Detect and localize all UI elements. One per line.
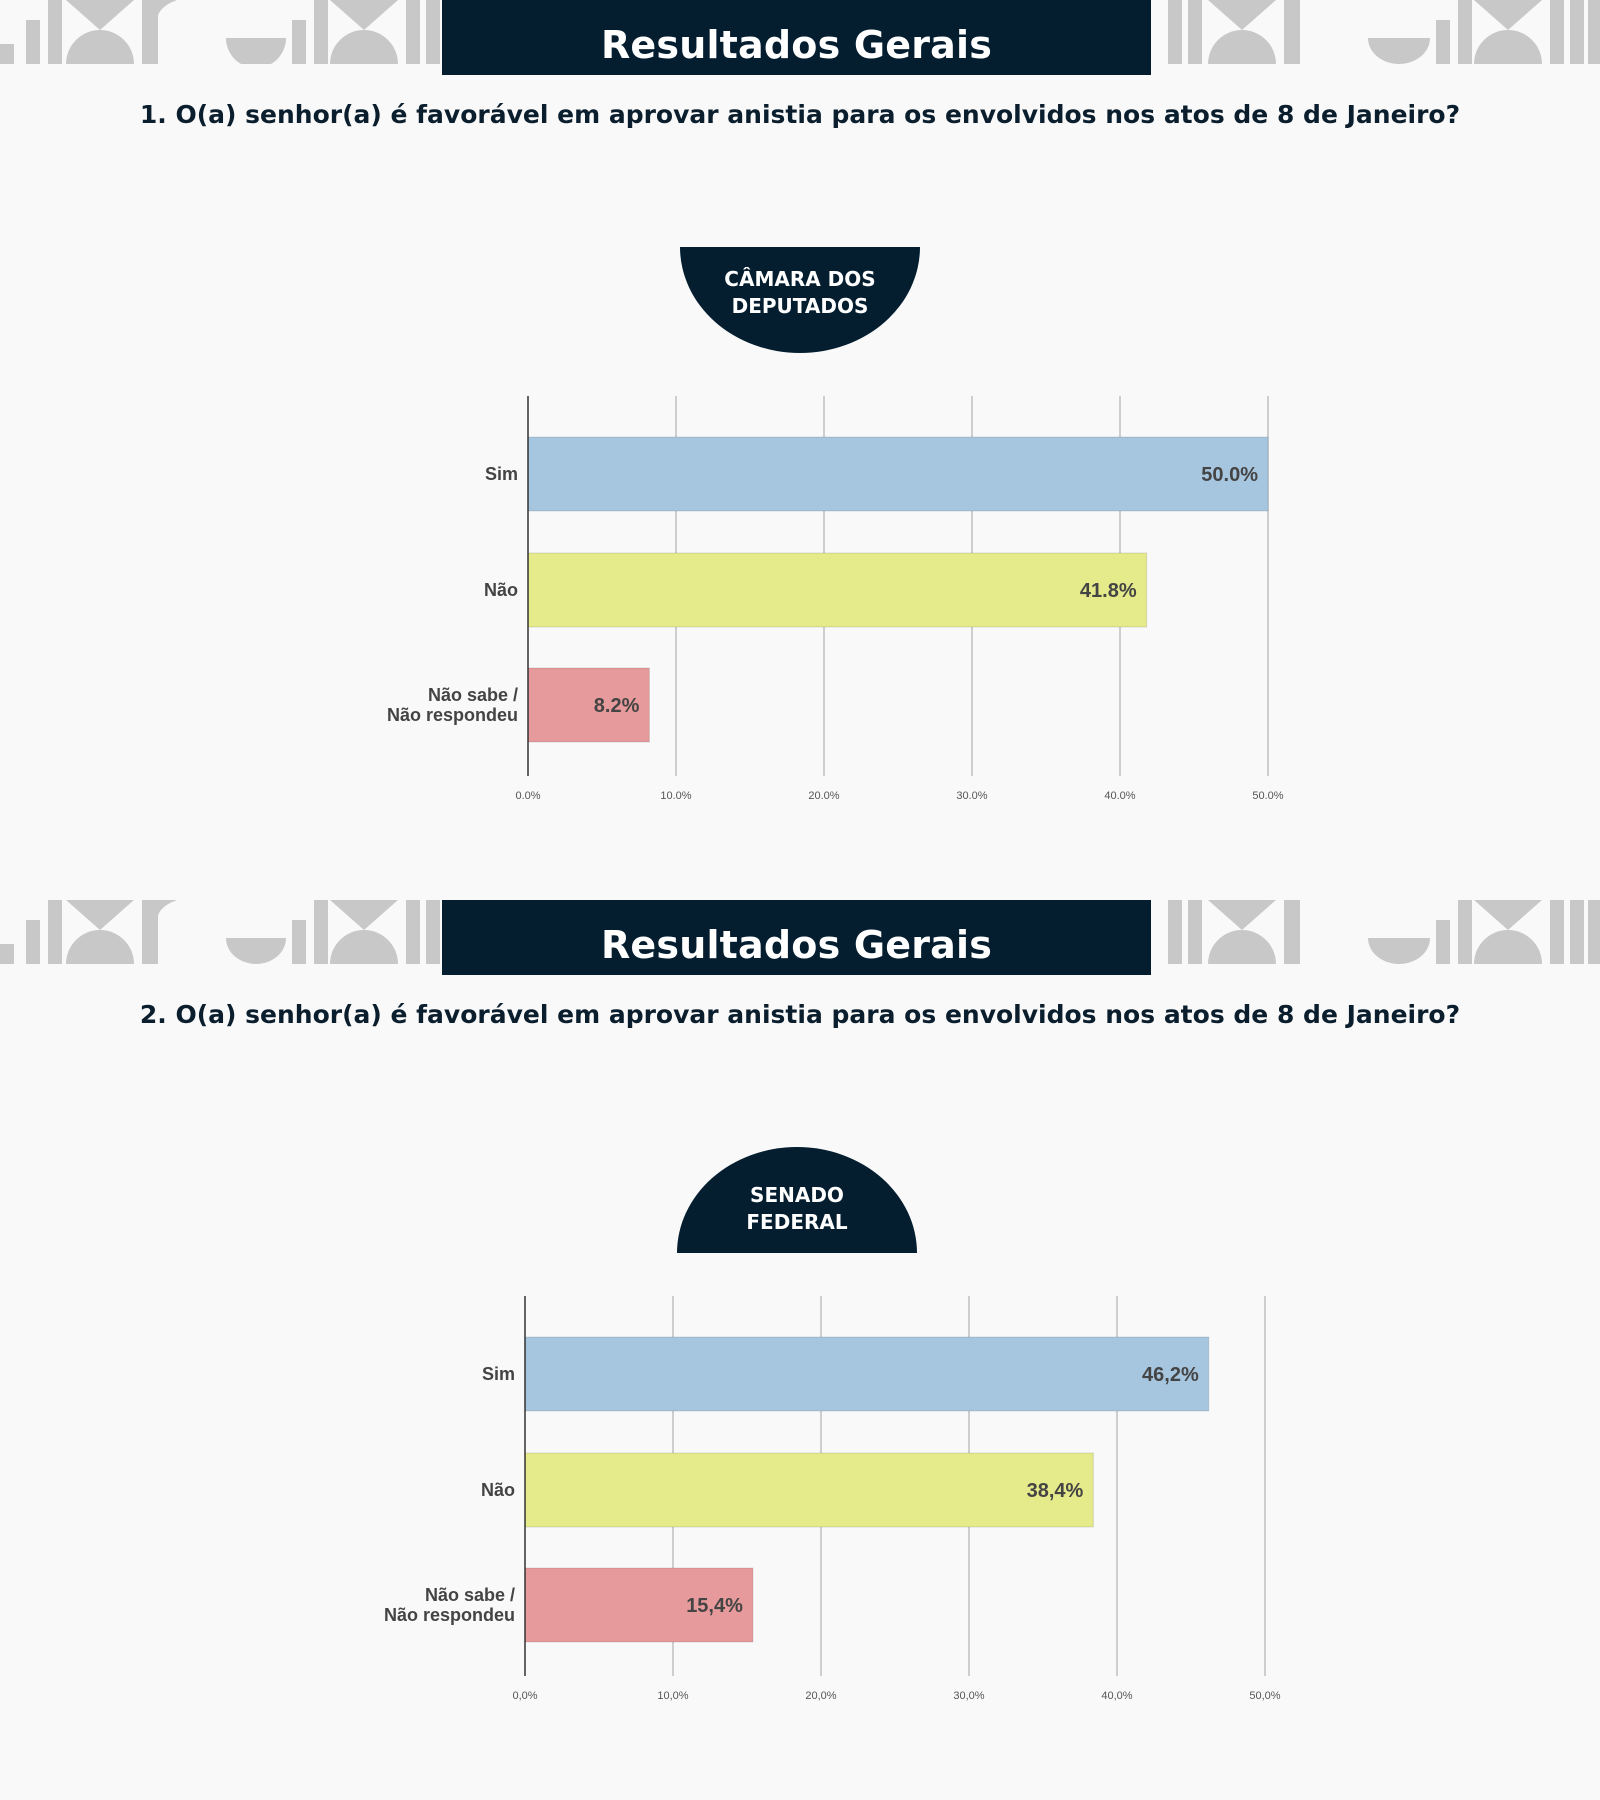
decorative-pattern-right	[1168, 0, 1600, 64]
category-label: Não	[481, 1480, 515, 1500]
chamber-tag-shape	[680, 247, 920, 353]
bar-value-label: 46,2%	[1142, 1364, 1199, 1386]
x-tick-label: 30.0%	[956, 790, 987, 802]
results-section-1: Resultados Gerais 1. O(a) senhor(a) é fa…	[0, 0, 1600, 802]
bar-value-label: 50.0%	[1201, 464, 1258, 486]
x-tick-label: 40.0%	[1104, 790, 1135, 802]
chamber-tag-label: SENADO FEDERAL	[746, 1164, 847, 1236]
chamber-tag-line1: CÂMARA DOS	[724, 267, 876, 291]
header-title-box: Resultados Gerais	[442, 900, 1151, 975]
bar	[524, 1452, 1094, 1528]
x-tick-label: 20.0%	[808, 790, 839, 802]
bar-value-label: 38,4%	[1027, 1480, 1084, 1502]
chamber-tag-label: CÂMARA DOS DEPUTADOS	[724, 266, 875, 334]
x-tick-label: 30,0%	[953, 1690, 984, 1702]
bar-chart: 0,0% 10,0% 20,0% 30,0% 40,0% 50,0% 46,2% Sim 38,…	[384, 1296, 1281, 1702]
bar	[527, 667, 650, 743]
header-title: Resultados Gerais	[600, 23, 993, 67]
x-tick-label: 10,0%	[657, 1690, 688, 1702]
x-tick-label: 0.0%	[515, 790, 540, 802]
category-label: Não	[484, 580, 518, 600]
header-title: Resultados Gerais	[600, 923, 993, 967]
x-tick-label: 40,0%	[1101, 1690, 1132, 1702]
bar-value-label: 41.8%	[1080, 580, 1137, 602]
x-tick-label: 50,0%	[1249, 1690, 1280, 1702]
bar	[524, 1336, 1210, 1412]
category-label: Sim	[485, 464, 518, 484]
chamber-tag-line1: SENADO	[750, 1183, 844, 1207]
decorative-pattern-left	[0, 0, 440, 64]
x-tick-label: 0,0%	[512, 1690, 537, 1702]
category-label: Não respondeu	[384, 1605, 515, 1625]
bar	[527, 436, 1269, 512]
bar-value-label: 15,4%	[686, 1595, 743, 1617]
bar-value-label: 8.2%	[594, 695, 640, 717]
category-label: Não respondeu	[387, 705, 518, 725]
category-label: Sim	[482, 1364, 515, 1384]
chamber-tag-line2: DEPUTADOS	[731, 294, 869, 318]
bar	[527, 552, 1148, 628]
bar-chart: 0.0% 10.0% 20.0% 30.0% 40.0% 50.0% 50.0% Sim 41.…	[387, 396, 1284, 802]
category-label: Não sabe /	[428, 685, 518, 705]
x-tick-label: 10.0%	[660, 790, 691, 802]
question-text: 1. O(a) senhor(a) é favorável em aprovar…	[139, 100, 1461, 129]
decorative-pattern-left	[0, 900, 440, 964]
chamber-tag: CÂMARA DOS DEPUTADOS	[680, 247, 920, 353]
decorative-pattern-right	[1168, 900, 1600, 964]
chamber-tag: SENADO FEDERAL	[677, 1147, 917, 1253]
x-tick-label: 20,0%	[805, 1690, 836, 1702]
question-text: 2. O(a) senhor(a) é favorável em aprovar…	[139, 1000, 1461, 1029]
header-title-box: Resultados Gerais	[442, 0, 1151, 75]
chamber-tag-shape	[677, 1147, 917, 1253]
chamber-tag-line2: FEDERAL	[746, 1210, 848, 1234]
results-section-2: Resultados Gerais 2. O(a) senhor(a) é fa…	[0, 900, 1600, 1800]
category-label: Não sabe /	[425, 1585, 515, 1605]
x-tick-label: 50.0%	[1252, 790, 1283, 802]
